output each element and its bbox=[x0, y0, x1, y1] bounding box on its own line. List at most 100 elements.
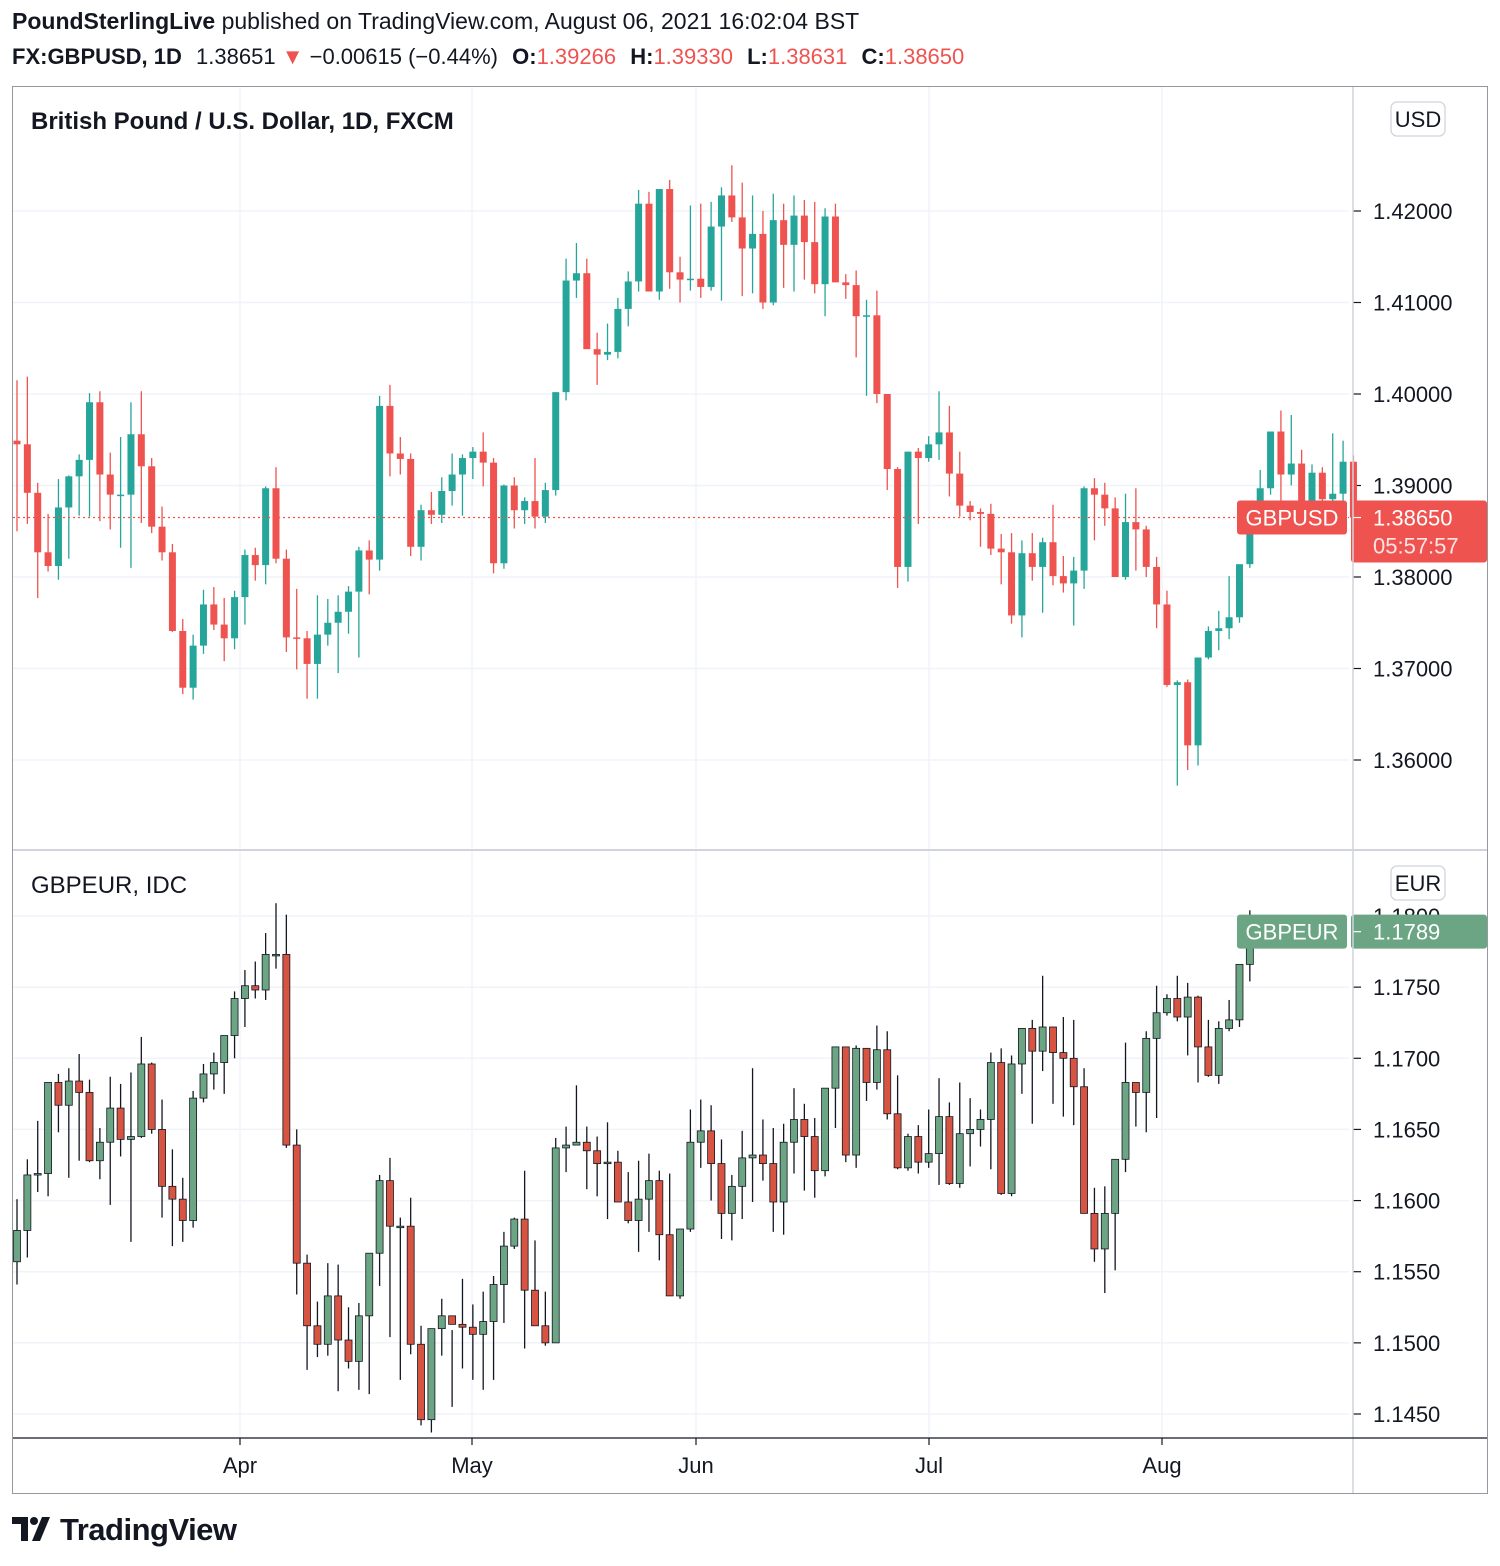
gbpeur-candle-body bbox=[158, 1129, 166, 1187]
gbpeur-candle bbox=[396, 1217, 405, 1380]
gbpeur-candle-body bbox=[955, 1133, 964, 1184]
gbpeur-candle bbox=[572, 1085, 581, 1146]
gbpeur-candle-body bbox=[427, 1328, 436, 1421]
gbpusd-candle-body bbox=[863, 315, 871, 317]
gbpeur-candle-body bbox=[468, 1326, 477, 1335]
time-axis-label-jun: Jun bbox=[678, 1453, 713, 1478]
gbpeur-candle bbox=[75, 1054, 84, 1161]
gbpeur-candle-body bbox=[986, 1062, 995, 1120]
gbpusd-candle-body bbox=[945, 432, 953, 474]
gbpeur-candle-body bbox=[1194, 996, 1202, 1048]
gbpusd-candle-body bbox=[479, 451, 487, 463]
gbpeur-candle-body bbox=[1131, 1082, 1140, 1093]
gbpeur-candle-body bbox=[655, 1180, 664, 1236]
gbpeur-symbol-badge bbox=[1237, 914, 1347, 949]
gbpeur-candle bbox=[769, 1128, 778, 1232]
gbpeur-candle bbox=[1152, 985, 1161, 1119]
gbpusd-candle bbox=[1090, 478, 1098, 541]
gbpusd-candle-body bbox=[604, 351, 612, 355]
gbpeur-candle bbox=[1235, 963, 1244, 1027]
gbpusd-candle-body bbox=[624, 281, 632, 309]
gbpeur-price-badge bbox=[1351, 914, 1487, 949]
gbpusd-candle-body bbox=[1153, 566, 1161, 605]
gbpeur-candle-body bbox=[593, 1150, 602, 1164]
gbpusd-candle bbox=[1267, 431, 1275, 495]
gbpusd-candle-body bbox=[137, 434, 145, 467]
gbpusd-candle-body bbox=[1018, 553, 1026, 616]
gbpusd-candle-body bbox=[86, 402, 94, 460]
gbpeur-candle-body bbox=[717, 1163, 726, 1214]
gbpusd-candle bbox=[210, 587, 218, 631]
gbpeur-candle bbox=[241, 970, 249, 1027]
last-price: 1.38651 bbox=[196, 44, 276, 69]
gbpusd-candle-body bbox=[572, 273, 580, 281]
gbpusd-candle-body bbox=[148, 466, 156, 527]
gbpusd-candle-body bbox=[976, 512, 984, 514]
gbpusd-candle bbox=[1329, 433, 1337, 505]
gbpusd-candle bbox=[231, 590, 239, 650]
gbpeur-candle bbox=[1194, 995, 1202, 1083]
gbpeur-candle-body bbox=[54, 1082, 63, 1106]
gbpusd-candle-body bbox=[262, 488, 270, 566]
gbpusd-candle bbox=[1163, 590, 1171, 687]
gbpusd-candle-body bbox=[324, 622, 332, 635]
gbpusd-candle bbox=[106, 452, 114, 530]
gbpusd-ytick-label: 1.40000 bbox=[1373, 382, 1453, 407]
gbpeur-candle bbox=[914, 1125, 923, 1174]
gbpusd-candle-body bbox=[334, 611, 342, 623]
gbpusd-candle-body bbox=[1329, 493, 1337, 500]
gbpusd-candle-body bbox=[790, 215, 798, 245]
gbpeur-candle-body bbox=[800, 1119, 809, 1137]
gbpeur-candle bbox=[230, 991, 239, 1059]
tradingview-wordmark: TradingView bbox=[60, 1512, 237, 1547]
gbpeur-candle bbox=[178, 1177, 187, 1242]
gbpusd-candle bbox=[997, 533, 1005, 585]
gbpusd-candle-body bbox=[241, 555, 249, 598]
gbpusd-candle bbox=[427, 491, 435, 524]
gbpeur-candle-body bbox=[95, 1141, 104, 1162]
gbpeur-candle bbox=[1163, 994, 1171, 1016]
gbpusd-candle-body bbox=[44, 552, 52, 567]
gbpusd-candle bbox=[1111, 497, 1119, 577]
gbpusd-candle bbox=[1194, 657, 1202, 766]
gbpeur-candle bbox=[1173, 975, 1182, 1022]
down-arrow-icon: ▼ bbox=[281, 44, 304, 69]
gbpusd-candle-body bbox=[1298, 463, 1306, 506]
gbpeur-candle bbox=[790, 1088, 798, 1174]
gbpeur-candle-body bbox=[1028, 1028, 1037, 1052]
gbpusd-candle-body bbox=[438, 490, 446, 515]
gbpusd-candle-body bbox=[676, 272, 684, 280]
gbpusd-candle bbox=[531, 458, 539, 529]
gbpusd-candle-body bbox=[96, 402, 104, 475]
gbpeur-candle bbox=[168, 1149, 177, 1247]
gbpeur-ytick-label: 1.1500 bbox=[1373, 1331, 1440, 1356]
gbpusd-candle-body bbox=[686, 278, 694, 281]
gbpeur-candle-body bbox=[1235, 963, 1244, 1021]
chart-canvas[interactable]: 1.36000 1.37000 1.38000 1.39000 1.40000 1.410… bbox=[13, 87, 1487, 1493]
gbpeur-candle-body bbox=[976, 1119, 985, 1130]
gbpusd-candle bbox=[1008, 533, 1016, 624]
gbpusd-candle bbox=[852, 270, 860, 358]
gbpusd-candle bbox=[863, 299, 871, 396]
gbpusd-candle-body bbox=[65, 476, 73, 508]
gbpeur-candle bbox=[582, 1126, 591, 1190]
gbpusd-candle-body bbox=[1039, 542, 1047, 567]
gbpusd-candle bbox=[345, 586, 353, 634]
gbpusd-candle bbox=[956, 451, 964, 517]
gbpeur-candle bbox=[85, 1079, 94, 1163]
gbpeur-candle-body bbox=[686, 1141, 695, 1230]
low-value: 1.38631 bbox=[767, 44, 848, 69]
gbpusd-candle-body bbox=[987, 513, 995, 549]
gbpusd-candle-body bbox=[272, 488, 280, 559]
gbpeur-candle-body bbox=[1142, 1037, 1151, 1093]
gbpusd-candle-body bbox=[666, 189, 674, 273]
gbpusd-candle bbox=[396, 437, 404, 475]
gbpusd-candle-body bbox=[75, 459, 83, 477]
gbpusd-candle bbox=[23, 376, 31, 524]
gbpusd-candle-body bbox=[168, 552, 176, 631]
gbpeur-candle bbox=[872, 1025, 881, 1090]
gbpusd-candle-body bbox=[1132, 522, 1140, 530]
gbpeur-candle-body bbox=[375, 1180, 384, 1254]
gbpeur-candle bbox=[717, 1139, 726, 1239]
gbpeur-candle bbox=[893, 1075, 902, 1170]
